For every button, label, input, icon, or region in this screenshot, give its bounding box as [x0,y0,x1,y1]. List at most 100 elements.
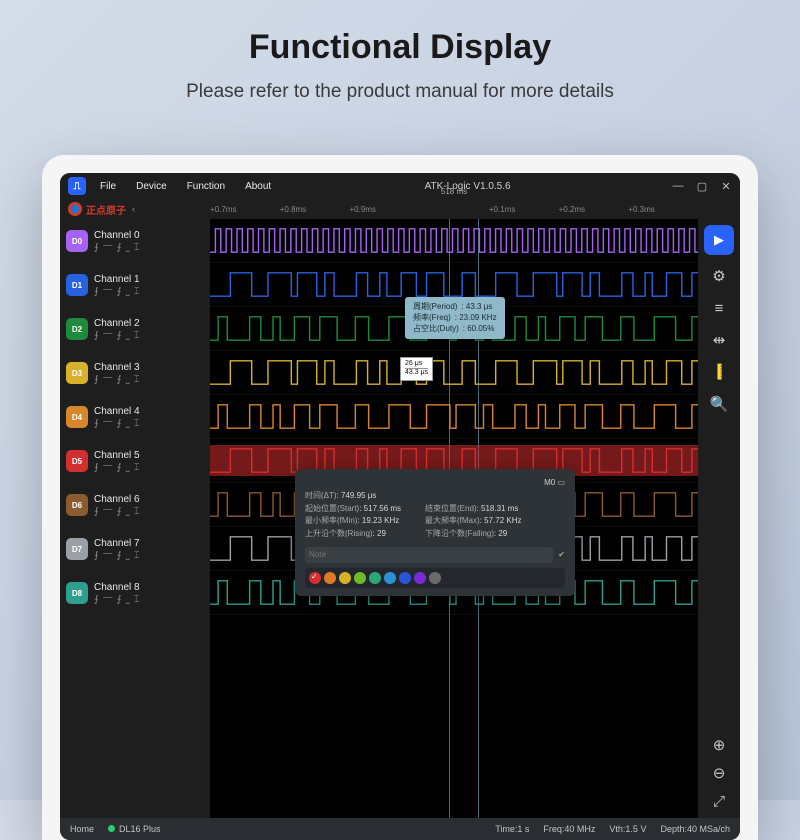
menu-about[interactable]: About [235,181,281,192]
vendor-logo: 正点原子 [68,202,126,217]
app-window: ⎍ FileDeviceFunctionAbout ATK-Logic V1.0… [60,173,740,840]
zoom-in-icon[interactable]: ⊕ [705,734,733,756]
channel-list: D0 Channel 0 ⨍ ⎻ ⨍ ⎵ ⌶D1 Channel 1 ⨍ ⎻ ⨍… [60,219,210,818]
sub-header: 正点原子 ‹ 518 ms +0.7ms+0.8ms+0.9ms+0.1ms+0… [60,199,740,219]
nav-prev-icon[interactable]: ‹ [132,204,135,214]
cursor-icon[interactable]: ⇹ [705,329,733,351]
waveform-D4[interactable] [210,395,698,439]
status-vth: Vth:1.5 V [609,824,646,834]
channel-D8[interactable]: D8 Channel 8 ⨍ ⎻ ⨍ ⎵ ⌶ [60,571,210,615]
channel-name: Channel 0 [94,230,140,241]
ruler-tick: +0.3ms [628,205,698,214]
channel-badge: D8 [66,582,88,604]
channel-name: Channel 5 [94,450,140,461]
channel-trigger-icons[interactable]: ⨍ ⎻ ⨍ ⎵ ⌶ [94,374,140,385]
status-depth: Depth:40 MSa/ch [660,824,730,834]
channel-trigger-icons[interactable]: ⨍ ⎻ ⨍ ⎵ ⌶ [94,418,140,429]
minimize-button[interactable]: — [672,180,684,193]
channel-trigger-icons[interactable]: ⨍ ⎻ ⨍ ⎵ ⌶ [94,550,140,561]
measure-icon[interactable]: 📏 [701,354,736,389]
menu-file[interactable]: File [90,181,126,192]
channel-badge: D1 [66,274,88,296]
palette-swatch[interactable] [399,572,411,584]
channel-D1[interactable]: D1 Channel 1 ⨍ ⎻ ⨍ ⎵ ⌶ [60,263,210,307]
channel-D5[interactable]: D5 Channel 5 ⨍ ⎻ ⨍ ⎵ ⌶ [60,439,210,483]
palette-swatch[interactable] [354,572,366,584]
menubar: ⎍ FileDeviceFunctionAbout ATK-Logic V1.0… [60,173,740,199]
palette-swatch[interactable] [309,572,321,584]
app-icon: ⎍ [68,177,86,195]
channel-D2[interactable]: D2 Channel 2 ⨍ ⎻ ⨍ ⎵ ⌶ [60,307,210,351]
channel-trigger-icons[interactable]: ⨍ ⎻ ⨍ ⎵ ⌶ [94,506,140,517]
palette-swatch[interactable] [384,572,396,584]
menu-function[interactable]: Function [177,181,235,192]
channel-trigger-icons[interactable]: ⨍ ⎻ ⨍ ⎵ ⌶ [94,594,140,605]
measure-label: 26 μs 43.3 μs [400,357,433,381]
status-freq: Freq:40 MHz [543,824,595,834]
channel-trigger-icons[interactable]: ⨍ ⎻ ⨍ ⎵ ⌶ [94,286,140,297]
color-palette [305,568,565,588]
channel-D7[interactable]: D7 Channel 7 ⨍ ⎻ ⨍ ⎵ ⌶ [60,527,210,571]
channel-trigger-icons[interactable]: ⨍ ⎻ ⨍ ⎵ ⌶ [94,462,140,473]
ruler-center-label: 518 ms [441,187,467,196]
channel-D4[interactable]: D4 Channel 4 ⨍ ⎻ ⨍ ⎵ ⌶ [60,395,210,439]
device-status: DL16 Plus [108,824,161,834]
protocol-icon[interactable]: ≡ [705,297,733,319]
ruler-tick: +0.9ms [349,205,419,214]
channel-trigger-icons[interactable]: ⨍ ⎻ ⨍ ⎵ ⌶ [94,330,140,341]
channel-name: Channel 3 [94,362,140,373]
channel-name: Channel 4 [94,406,140,417]
channel-badge: D0 [66,230,88,252]
main-area: D0 Channel 0 ⨍ ⎻ ⨍ ⎵ ⌶D1 Channel 1 ⨍ ⎻ ⨍… [60,219,740,818]
zoom-fit-icon[interactable]: ⤢ [705,790,733,812]
channel-badge: D4 [66,406,88,428]
search-icon[interactable]: 🔍 [705,393,733,415]
close-button[interactable]: ✕ [720,180,732,193]
marker-tag: M0 ▭ [544,477,565,490]
toolbar: ▶ ⚙ ≡ ⇹ 📏 🔍 ⊕ ⊖ ⤢ [698,219,740,818]
maximize-button[interactable]: ▢ [696,180,708,193]
period-tooltip: 周期(Period): 43.3 μs频率(Freq): 23.09 KHz占空… [405,297,505,339]
channel-name: Channel 2 [94,318,140,329]
waveform-D0[interactable] [210,219,698,263]
play-button[interactable]: ▶ [704,225,734,255]
palette-swatch[interactable] [414,572,426,584]
status-time: Time:1 s [495,824,529,834]
hero-title: Functional Display [0,0,800,67]
channel-name: Channel 8 [94,582,140,593]
channel-D6[interactable]: D6 Channel 6 ⨍ ⎻ ⨍ ⎵ ⌶ [60,483,210,527]
note-confirm-icon[interactable]: ✔ [558,549,565,562]
channel-badge: D6 [66,494,88,516]
channel-name: Channel 7 [94,538,140,549]
menu-device[interactable]: Device [126,181,177,192]
statusbar: Home DL16 Plus Time:1 s Freq:40 MHz Vth:… [60,818,740,840]
ruler-tick: +0.2ms [559,205,629,214]
palette-swatch[interactable] [369,572,381,584]
info-panel: M0 ▭时间(ΔT): 749.95 μs起始位置(Start): 517.56… [295,469,575,596]
channel-badge: D5 [66,450,88,472]
channel-D0[interactable]: D0 Channel 0 ⨍ ⎻ ⨍ ⎵ ⌶ [60,219,210,263]
ruler-tick: +0.8ms [280,205,350,214]
palette-swatch[interactable] [429,572,441,584]
zoom-out-icon[interactable]: ⊖ [705,762,733,784]
hero-subtitle: Please refer to the product manual for m… [0,81,800,103]
settings-icon[interactable]: ⚙ [705,265,733,287]
channel-name: Channel 1 [94,274,140,285]
ruler-tick: +0.1ms [489,205,559,214]
monitor-frame: ⎍ FileDeviceFunctionAbout ATK-Logic V1.0… [42,155,758,840]
channel-badge: D7 [66,538,88,560]
ruler-tick: +0.7ms [210,205,280,214]
waveform-D3[interactable] [210,351,698,395]
palette-swatch[interactable] [324,572,336,584]
channel-badge: D3 [66,362,88,384]
channel-D3[interactable]: D3 Channel 3 ⨍ ⎻ ⨍ ⎵ ⌶ [60,351,210,395]
home-tab[interactable]: Home [70,824,94,834]
channel-name: Channel 6 [94,494,140,505]
note-input[interactable] [305,547,553,563]
time-ruler: 518 ms +0.7ms+0.8ms+0.9ms+0.1ms+0.2ms+0.… [210,199,698,219]
channel-trigger-icons[interactable]: ⨍ ⎻ ⨍ ⎵ ⌶ [94,242,140,253]
app-title: ATK-Logic V1.0.5.6 [425,181,511,192]
ruler-tick [419,205,489,214]
palette-swatch[interactable] [339,572,351,584]
channel-badge: D2 [66,318,88,340]
